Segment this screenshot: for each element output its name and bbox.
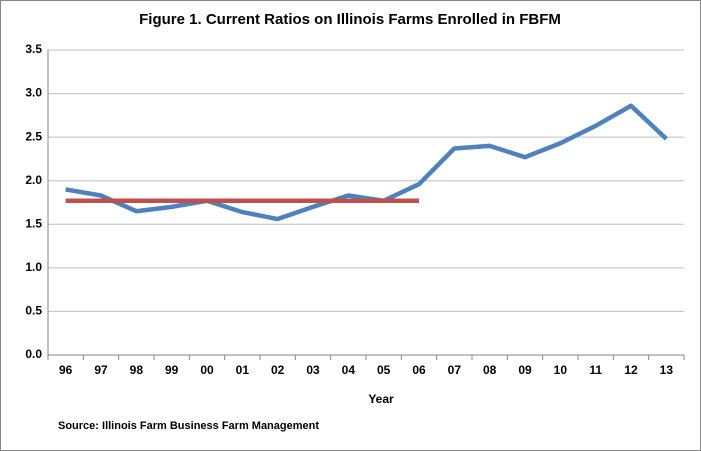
y-tick-label: 2.0: [25, 173, 42, 187]
x-tick-label: 11: [589, 363, 602, 377]
x-tick-label: 12: [624, 363, 638, 377]
x-tick-label: 01: [236, 363, 250, 377]
y-tick-label: 0.0: [25, 347, 42, 361]
x-tick-label: 03: [306, 363, 320, 377]
y-tick-label: 3.5: [25, 42, 42, 56]
x-axis-label: Year: [368, 392, 394, 406]
y-tick-label: 1.0: [25, 260, 42, 274]
x-tick-label: 07: [448, 363, 462, 377]
source-note: Source: Illinois Farm Business Farm Mana…: [58, 420, 319, 432]
x-tick-label: 97: [94, 363, 108, 377]
series-line: [65, 103, 668, 222]
x-tick-label: 00: [200, 363, 214, 377]
y-tick-label: 3.0: [25, 86, 42, 100]
x-tick-label: 06: [412, 363, 426, 377]
y-tick-label: 2.5: [25, 129, 42, 143]
x-tick-label: 02: [271, 363, 285, 377]
x-tick-label: 04: [342, 363, 356, 377]
x-tick-label: 08: [483, 363, 497, 377]
x-tick-label: 09: [518, 363, 532, 377]
y-tick-label: 1.5: [25, 216, 42, 230]
x-tick-label: 99: [165, 363, 179, 377]
x-tick-label: 13: [660, 363, 674, 377]
x-tick-label: 10: [554, 363, 568, 377]
x-tick-label: 05: [377, 363, 391, 377]
chart-title: Figure 1. Current Ratios on Illinois Far…: [139, 11, 561, 28]
y-tick-label: 0.5: [25, 304, 42, 318]
x-tick-label: 98: [130, 363, 144, 377]
x-tick-label: 96: [59, 363, 73, 377]
